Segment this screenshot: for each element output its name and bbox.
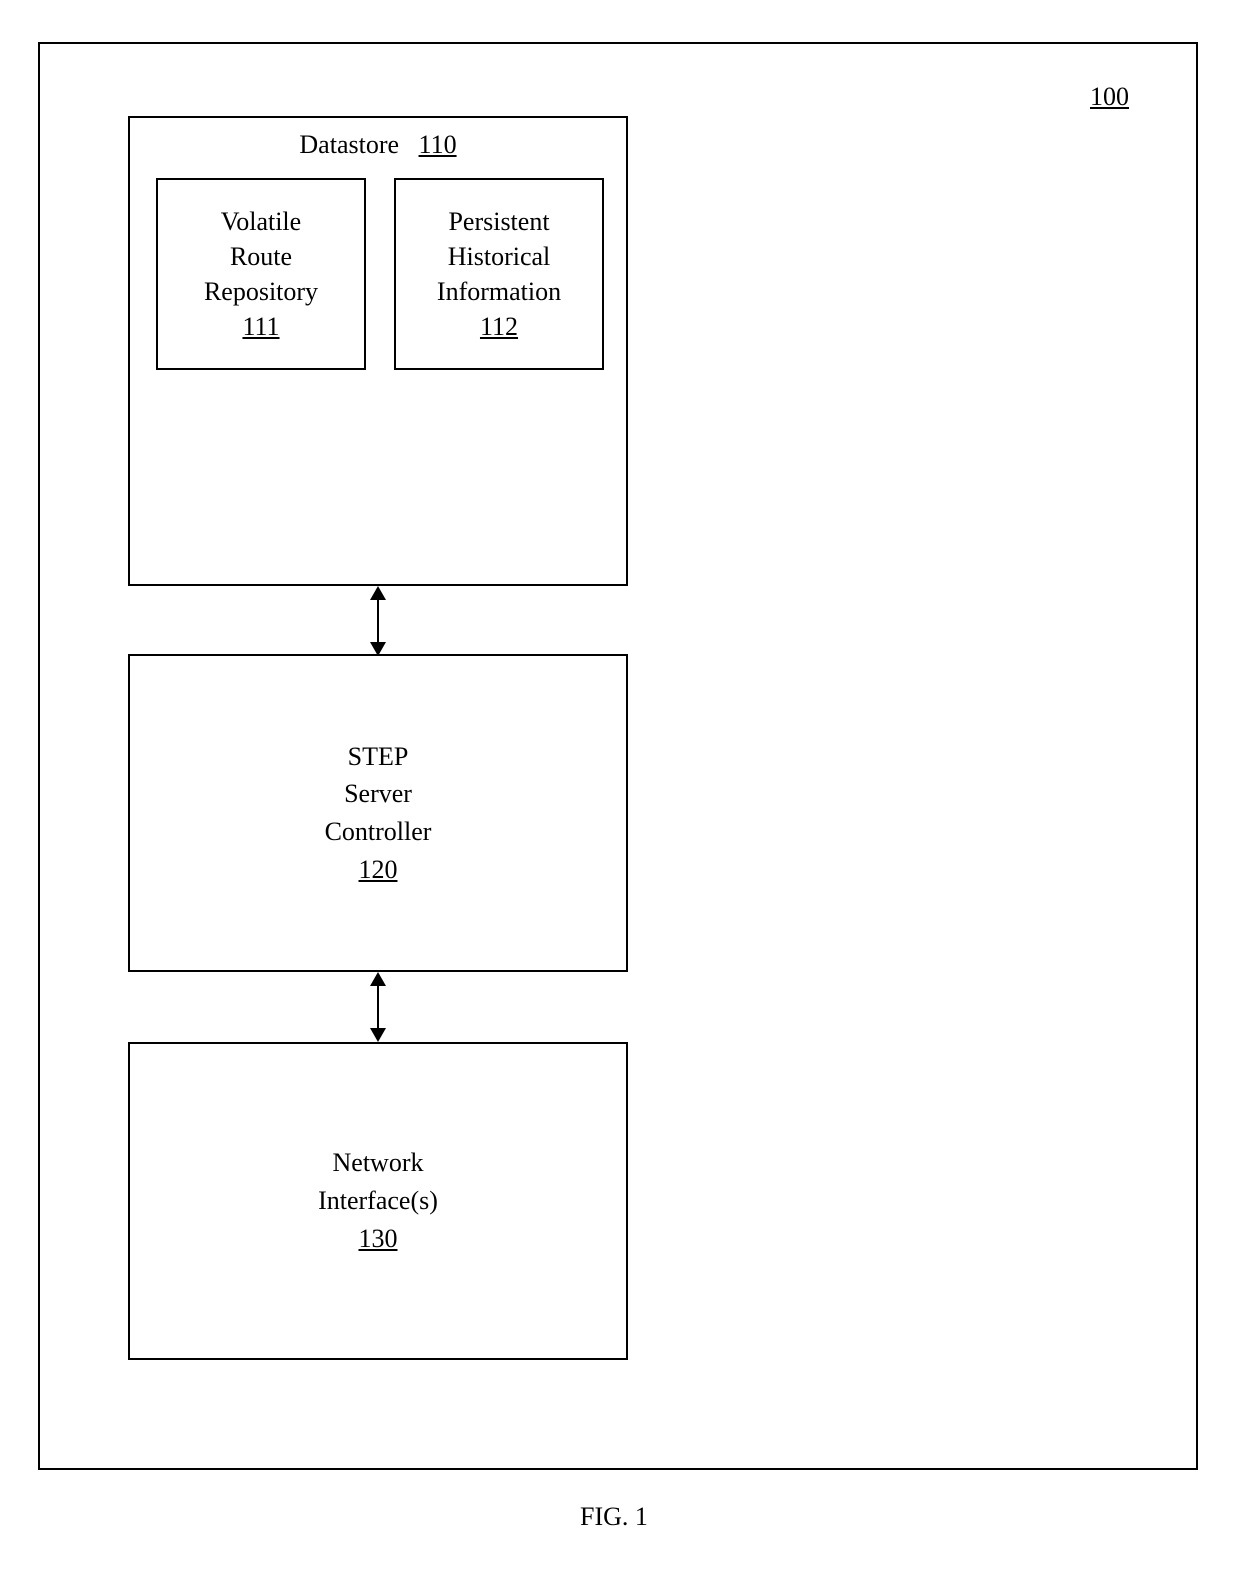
controller-content: STEP Server Controller 120 xyxy=(130,656,626,970)
volatile-box: Volatile Route Repository 111 xyxy=(156,178,366,370)
controller-line-2: Server xyxy=(344,775,412,813)
controller-line-1: STEP xyxy=(348,738,409,776)
datastore-title-text: Datastore xyxy=(299,130,399,159)
volatile-line-3: Repository xyxy=(204,274,318,309)
volatile-line-2: Route xyxy=(230,239,292,274)
controller-box: STEP Server Controller 120 xyxy=(128,654,628,972)
arrow-controller-network xyxy=(358,972,398,1042)
network-box: Network Interface(s) 130 xyxy=(128,1042,628,1360)
volatile-line-1: Volatile xyxy=(221,204,301,239)
persistent-line-2: Historical xyxy=(448,239,551,274)
datastore-box: Datastore 110 Volatile Route Repository … xyxy=(128,116,628,586)
controller-ref: 120 xyxy=(359,851,398,889)
persistent-line-3: Information xyxy=(437,274,561,309)
network-ref: 130 xyxy=(359,1220,398,1258)
network-line-2: Interface(s) xyxy=(318,1182,438,1220)
network-content: Network Interface(s) 130 xyxy=(130,1044,626,1358)
datastore-ref: 110 xyxy=(419,130,457,160)
caption-text: FIG. 1 xyxy=(580,1502,648,1531)
figure-ref-number: 100 xyxy=(1090,82,1129,112)
datastore-title: Datastore 110 xyxy=(130,130,626,160)
arrow-datastore-controller xyxy=(358,586,398,656)
persistent-box: Persistent Historical Information 112 xyxy=(394,178,604,370)
controller-line-3: Controller xyxy=(325,813,432,851)
figure-ref-text: 100 xyxy=(1090,82,1129,111)
figure-caption: FIG. 1 xyxy=(580,1502,648,1532)
persistent-ref: 112 xyxy=(480,309,518,344)
network-line-1: Network xyxy=(333,1144,424,1182)
volatile-ref: 111 xyxy=(242,309,279,344)
persistent-line-1: Persistent xyxy=(448,204,549,239)
